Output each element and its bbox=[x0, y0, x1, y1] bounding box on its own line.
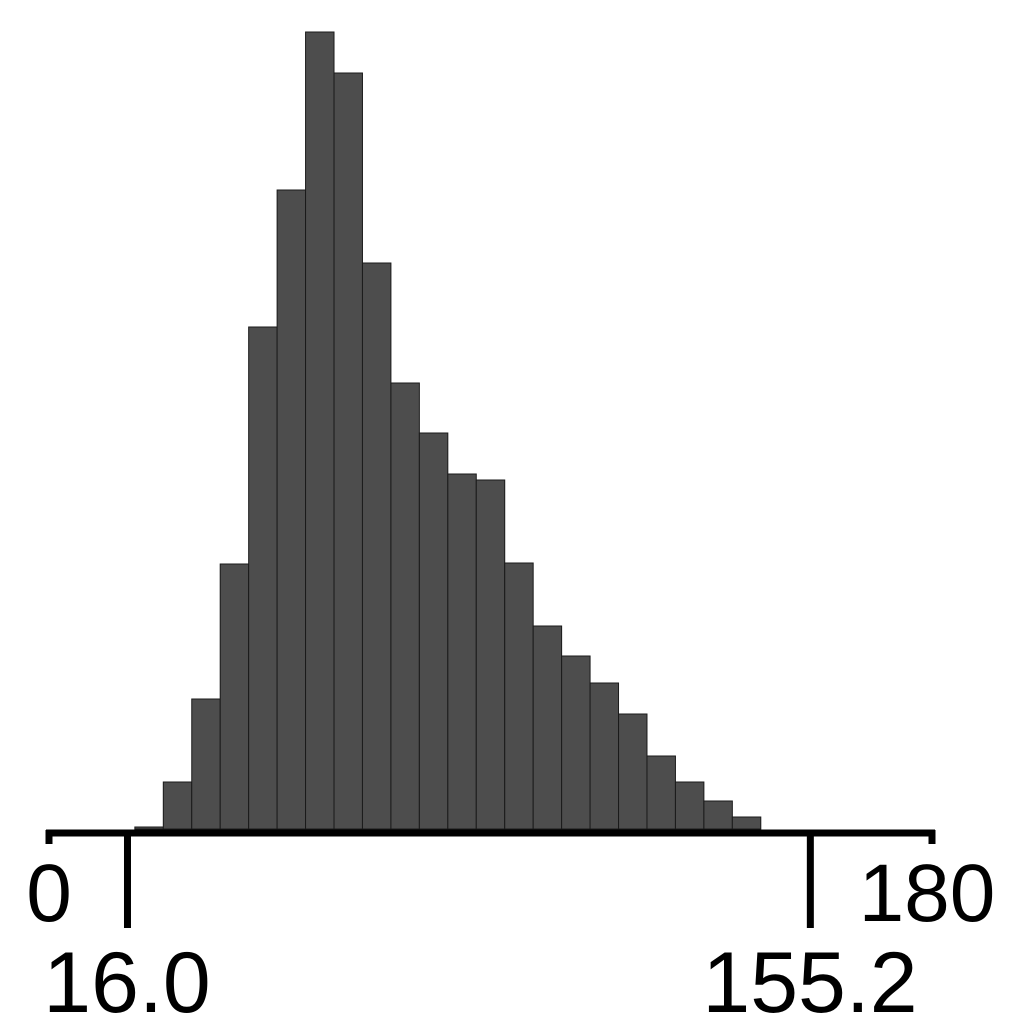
histogram-bar-20 bbox=[674, 781, 705, 830]
ticks-group bbox=[45, 830, 936, 928]
histogram-bar-16 bbox=[561, 655, 591, 830]
histogram-bar-7 bbox=[305, 31, 335, 830]
range-marker-label-high: 155.2 bbox=[702, 935, 917, 1024]
histogram-bar-21 bbox=[703, 800, 733, 830]
histogram-bar-2 bbox=[162, 781, 193, 830]
histogram-bar-14 bbox=[504, 562, 534, 830]
histogram-bar-22 bbox=[731, 816, 762, 830]
bars-group bbox=[134, 31, 762, 830]
histogram-bar-6 bbox=[276, 189, 307, 830]
histogram-bar-19 bbox=[646, 755, 676, 830]
histogram-bar-11 bbox=[418, 432, 449, 830]
histogram-bar-12 bbox=[447, 473, 477, 830]
histogram-bar-4 bbox=[219, 563, 250, 830]
histogram-bar-17 bbox=[589, 682, 620, 830]
histogram-bar-1 bbox=[134, 826, 164, 830]
range-marker-label-low: 16.0 bbox=[43, 935, 210, 1024]
histogram-bar-5 bbox=[248, 326, 278, 830]
tick-label-min: 0 bbox=[26, 848, 72, 939]
histogram-bar-15 bbox=[532, 625, 563, 830]
histogram-bar-18 bbox=[618, 713, 648, 830]
histogram-bar-10 bbox=[390, 382, 420, 830]
histogram-bar-9 bbox=[361, 262, 392, 830]
labels-group: 0 180 16.0 155.2 bbox=[26, 848, 995, 1024]
histogram-bar-8 bbox=[333, 72, 363, 830]
histogram-bar-13 bbox=[475, 479, 506, 830]
histogram-bar-3 bbox=[191, 698, 221, 830]
tick-label-max: 180 bbox=[859, 848, 996, 939]
